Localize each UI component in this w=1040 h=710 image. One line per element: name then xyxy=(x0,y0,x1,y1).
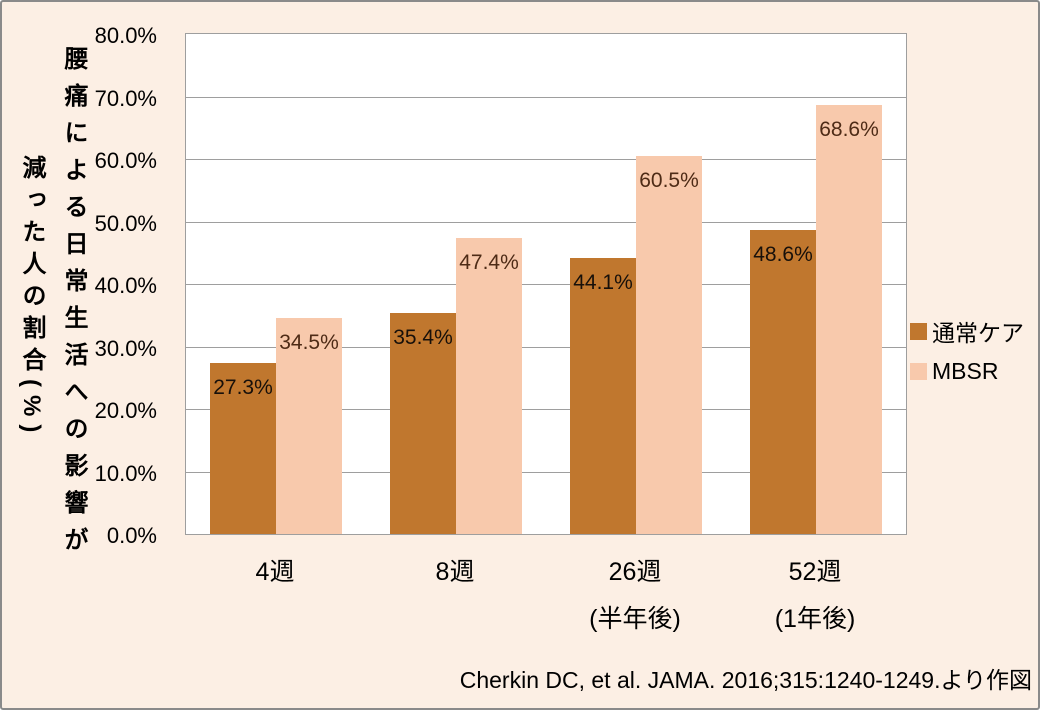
gridline xyxy=(186,472,906,473)
y-tick-label: 80.0% xyxy=(94,23,157,48)
y-tick-label: 50.0% xyxy=(94,210,157,236)
y-axis-title-column-1: 腰痛による日常生活への影響が xyxy=(60,46,87,564)
legend-swatch xyxy=(910,322,927,340)
gridline xyxy=(186,409,906,410)
y-tick-label: 40.0% xyxy=(94,273,157,298)
bar-usual-care xyxy=(570,258,636,534)
legend-label: 通常ケア xyxy=(932,320,1024,346)
gridline xyxy=(186,347,906,348)
legend-swatch xyxy=(910,362,927,380)
gridline xyxy=(186,159,906,160)
y-tick-label: 20.0% xyxy=(94,398,157,423)
bar-value-label: 44.1% xyxy=(573,271,633,294)
y-tick-label: 10.0% xyxy=(94,460,157,486)
bar-value-label: 68.6% xyxy=(819,118,879,141)
y-tick-label: 70.0% xyxy=(94,85,157,111)
y-tick-label: 0.0% xyxy=(106,523,157,548)
bar-mbsr xyxy=(276,318,342,534)
x-category-sublabel: (1年後) xyxy=(774,605,856,633)
bar-mbsr xyxy=(456,238,522,534)
bar-usual-care xyxy=(390,313,456,534)
bar-value-label: 60.5% xyxy=(639,169,699,192)
bar-mbsr xyxy=(636,156,702,534)
x-category-sublabel: (半年後) xyxy=(589,605,681,633)
bar-value-label: 35.4% xyxy=(393,326,453,349)
x-category-label: 4週 xyxy=(255,558,295,586)
bar-value-label: 48.6% xyxy=(753,243,813,266)
y-axis-title-column-2: 減った人の割合(%) xyxy=(18,155,45,441)
legend: 通常ケア MBSR xyxy=(910,318,1024,398)
bar-value-label: 47.4% xyxy=(459,251,519,274)
bar-value-label: 34.5% xyxy=(279,331,339,354)
y-tick-label: 30.0% xyxy=(94,335,157,361)
legend-item: 通常ケア xyxy=(910,318,1024,346)
x-category-label: 8週 xyxy=(435,558,475,586)
bar-usual-care xyxy=(750,230,816,534)
gridline xyxy=(186,284,906,285)
bar-value-label: 27.3% xyxy=(213,376,273,399)
y-tick-label: 60.0% xyxy=(94,148,157,173)
plot-area: 27.3% 34.5% 35.4% 47.4% 44.1% 60.5% 48.6% 68.6% xyxy=(185,33,907,535)
gridline xyxy=(186,222,906,223)
x-category-label: 26週 xyxy=(608,558,662,586)
gridline xyxy=(186,97,906,98)
source-citation: Cherkin DC, et al. JAMA. 2016;315:1240-1… xyxy=(459,667,1032,693)
bar-usual-care xyxy=(210,363,276,534)
x-category-label: 52週 xyxy=(788,558,842,586)
legend-label: MBSR xyxy=(932,357,999,384)
bar-mbsr xyxy=(816,105,882,534)
legend-item: MBSR xyxy=(910,358,1024,384)
